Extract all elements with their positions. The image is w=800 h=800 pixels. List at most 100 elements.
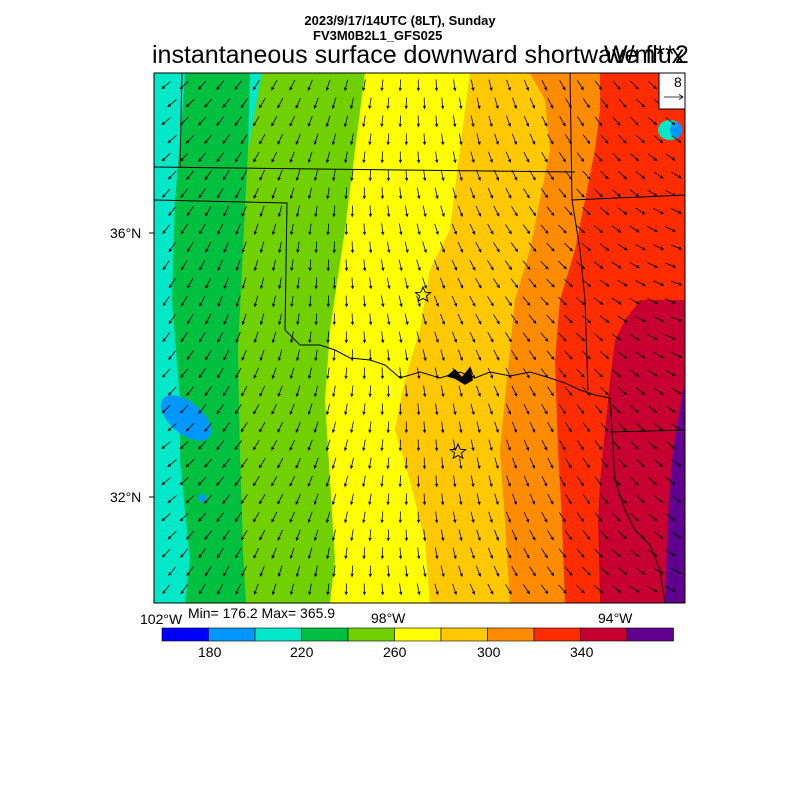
wind-vector (558, 188, 567, 199)
wind-vector (423, 385, 427, 398)
wind-vector (541, 115, 548, 127)
wind-vector (647, 405, 658, 413)
wind-vector (458, 385, 463, 398)
wind-vector (523, 475, 529, 487)
wind-vector (422, 97, 427, 110)
wind-vector (362, 403, 366, 416)
wind-vector (241, 565, 248, 577)
wind-vector (186, 206, 194, 217)
wind-vector (259, 241, 265, 254)
wind-vector (546, 278, 555, 288)
colorbar-label-340: 340 (570, 644, 594, 660)
wind-vector (422, 493, 427, 506)
wind-vector (180, 584, 188, 595)
wind-vector (362, 259, 367, 272)
wind-vector (434, 115, 439, 128)
wind-vector (600, 386, 609, 396)
wind-vector (512, 493, 517, 505)
wind-vector (422, 133, 427, 146)
wind-vector (636, 494, 645, 504)
wind-vector (494, 421, 499, 434)
wind-vector (546, 242, 555, 252)
wind-vector (185, 134, 195, 144)
wind-vector (180, 332, 188, 343)
vector-reference-label: 8 (674, 74, 682, 90)
wind-vector (296, 277, 300, 290)
wind-vector (380, 511, 384, 524)
wind-vector (277, 349, 283, 362)
wind-vector (362, 187, 366, 200)
wind-vector (332, 349, 336, 362)
wind-vector (295, 133, 301, 145)
wind-vector (653, 135, 664, 143)
wind-vector (277, 205, 283, 218)
wind-vector (494, 529, 499, 542)
wind-vector (422, 565, 427, 578)
wind-vector (434, 547, 439, 560)
wind-vector (241, 349, 247, 361)
wind-vector (665, 441, 676, 449)
wind-vector (629, 549, 640, 558)
wind-vector (470, 151, 475, 164)
wind-vector (635, 207, 646, 215)
wind-vector (422, 313, 427, 326)
wind-vector (629, 333, 640, 341)
wind-vector (653, 423, 664, 431)
wind-vector (369, 277, 373, 290)
wind-vector (168, 242, 176, 253)
wind-vector (665, 513, 676, 521)
colorbar-swatch (254, 627, 302, 642)
wind-vector (452, 403, 457, 416)
wind-vector (653, 207, 664, 215)
wind-vector (199, 259, 206, 271)
wind-vector (167, 495, 177, 504)
wind-vector (223, 277, 229, 289)
wind-vector (506, 511, 511, 523)
wind-vector (234, 80, 242, 91)
wind-vector (332, 421, 337, 434)
wind-vector (277, 529, 283, 541)
wind-vector (326, 187, 330, 200)
wind-vector (271, 331, 277, 344)
wind-vector (404, 385, 409, 398)
wind-vector (241, 277, 247, 290)
wind-vector (223, 205, 230, 217)
wind-vector (344, 79, 349, 92)
wind-vector (381, 259, 385, 272)
wind-vector (271, 511, 278, 523)
wind-vector (582, 530, 591, 541)
wind-vector (582, 134, 591, 145)
wind-vector (653, 351, 664, 359)
wind-vector (368, 529, 372, 542)
wind-vector (647, 441, 658, 450)
wind-vector (179, 116, 189, 126)
wind-vector (240, 134, 248, 145)
wind-vector (504, 260, 513, 271)
wind-vector (295, 97, 301, 109)
wind-vector (476, 97, 481, 110)
wind-vector (581, 279, 592, 287)
wind-vector (434, 583, 439, 596)
wind-vector (434, 187, 439, 200)
wind-vector (618, 134, 627, 144)
wind-vector (295, 385, 301, 398)
wind-vector (350, 529, 354, 542)
wind-vector (404, 421, 408, 434)
wind-vector (653, 244, 665, 250)
wind-vector (635, 351, 646, 359)
wind-vector (350, 421, 354, 434)
wind-vector (494, 133, 499, 146)
wind-vector (540, 224, 549, 234)
wind-vector (594, 548, 603, 558)
wind-vector (168, 206, 177, 217)
wind-vector (362, 583, 367, 596)
wind-vector (636, 135, 646, 144)
wind-vector (469, 583, 475, 595)
wind-vector (416, 511, 421, 524)
wind-vector (416, 331, 421, 344)
wind-vector (611, 189, 622, 198)
wind-vector (380, 583, 385, 596)
wind-vector (271, 547, 277, 559)
wind-vector (308, 331, 312, 344)
wind-vector (546, 206, 555, 217)
